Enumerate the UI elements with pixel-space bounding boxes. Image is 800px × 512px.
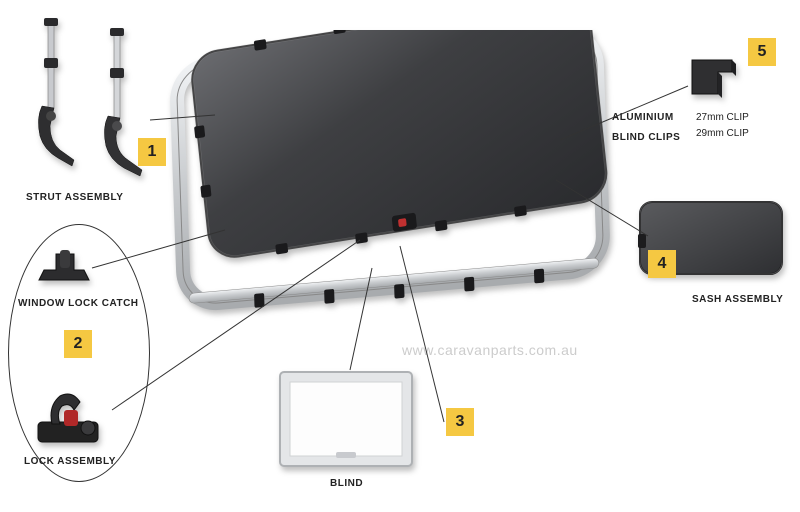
callout-1: 1 (138, 138, 166, 166)
label-clip27: 27mm CLIP (696, 112, 749, 123)
watermark: www.caravanparts.com.au (402, 342, 578, 358)
aluminium-clip (688, 56, 736, 98)
callout-4: 4 (648, 250, 676, 278)
blind (278, 370, 414, 470)
callout-5: 5 (748, 38, 776, 66)
label-sash: SASH ASSEMBLY (692, 294, 783, 305)
main-window-assembly (160, 30, 620, 330)
label-blindclips-2: BLIND CLIPS (612, 132, 680, 143)
callout-text: 4 (658, 255, 667, 273)
callout-text: 2 (74, 335, 83, 353)
label-lock-assembly: LOCK ASSEMBLY (24, 456, 116, 467)
callout-text: 1 (148, 143, 157, 161)
callout-text: 3 (456, 413, 465, 431)
callout-2: 2 (64, 330, 92, 358)
label-blindclips-1: ALUMINIUM (612, 112, 674, 123)
callout-text: 5 (758, 43, 767, 61)
label-blind: BLIND (330, 478, 363, 489)
label-lock-catch: WINDOW LOCK CATCH (18, 298, 139, 309)
strut-assembly-1 (28, 18, 78, 173)
label-strut: STRUT ASSEMBLY (26, 192, 123, 203)
callout-3: 3 (446, 408, 474, 436)
label-clip29: 29mm CLIP (696, 128, 749, 139)
